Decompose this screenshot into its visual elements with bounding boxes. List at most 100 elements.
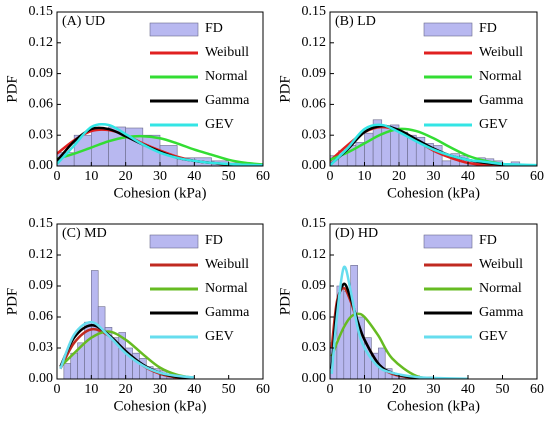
y-tick-label: 0.06 <box>29 97 54 112</box>
panel: 0 10 20 30 40 50 60 0.00 0.03 0.06 0.09 0.12 0.15 Coh… <box>4 4 270 201</box>
x-tick-label: 50 <box>496 169 510 184</box>
y-axis-label: PDF <box>4 75 20 103</box>
x-tick-label: 0 <box>327 382 334 397</box>
legend-label: Weibull <box>479 45 523 60</box>
x-tick-label: 10 <box>358 382 372 397</box>
x-tick-label: 40 <box>187 382 201 397</box>
legend-swatch <box>423 22 473 37</box>
legend-label: Gamma <box>205 93 250 108</box>
legend-label: Gamma <box>205 305 250 320</box>
histogram-bar <box>91 129 109 166</box>
x-tick-label: 50 <box>222 382 236 397</box>
y-tick-label: 0.12 <box>302 35 327 50</box>
y-tick-label: 0.12 <box>29 247 54 262</box>
legend-swatch <box>423 234 473 249</box>
legend-label: FD <box>479 233 497 248</box>
y-axis-label: PDF <box>277 75 293 103</box>
panel-label: (C) MD <box>62 226 107 241</box>
legend-label: GEV <box>479 117 508 132</box>
legend-label: FD <box>205 21 223 36</box>
y-tick-label: 0.06 <box>302 97 327 112</box>
legend-label: GEV <box>205 329 234 344</box>
x-tick-label: 40 <box>187 169 201 184</box>
y-tick-label: 0.15 <box>302 4 327 19</box>
x-tick-label: 60 <box>256 382 270 397</box>
panel-label: (D) HD <box>335 226 378 241</box>
y-tick-label: 0.15 <box>29 216 54 231</box>
x-tick-label: 40 <box>461 382 475 397</box>
x-tick-label: 20 <box>119 382 133 397</box>
y-tick-label: 0.03 <box>302 127 327 142</box>
y-tick-label: 0.00 <box>29 158 54 173</box>
histogram-bar <box>63 363 72 379</box>
histogram-bar <box>97 306 106 379</box>
y-tick-label: 0.12 <box>29 35 54 50</box>
x-tick-label: 30 <box>153 169 167 184</box>
x-axis-label: Cohesion (kPa) <box>387 185 480 201</box>
x-tick-label: 60 <box>256 169 270 184</box>
x-tick-label: 60 <box>530 382 544 397</box>
x-tick-label: 10 <box>358 169 372 184</box>
y-tick-label: 0.09 <box>29 278 54 293</box>
x-tick-label: 0 <box>54 382 61 397</box>
panel: 0 10 20 30 40 50 60 0.00 0.03 0.06 0.09 0.12 0.15 Coh… <box>277 216 544 414</box>
x-tick-label: 20 <box>119 169 133 184</box>
y-tick-label: 0.15 <box>302 216 327 231</box>
x-tick-label: 30 <box>427 169 441 184</box>
y-tick-label: 0.15 <box>29 4 54 19</box>
legend-label: Normal <box>205 281 248 296</box>
fit-curve <box>330 265 469 379</box>
legend-label: Weibull <box>205 45 249 60</box>
y-tick-label: 0.00 <box>29 371 54 386</box>
y-axis-label: PDF <box>277 288 293 316</box>
x-tick-label: 20 <box>392 169 406 184</box>
y-tick-label: 0.09 <box>302 278 327 293</box>
fit-curve <box>59 330 195 379</box>
x-tick-label: 20 <box>392 382 406 397</box>
panel: 0 10 20 30 40 50 60 0.00 0.03 0.06 0.09 0.12 0.15 Coh… <box>4 216 270 414</box>
legend-label: FD <box>479 21 497 36</box>
fit-curve <box>57 134 263 166</box>
x-tick-label: 40 <box>461 169 475 184</box>
y-tick-label: 0.09 <box>29 66 54 81</box>
histogram-bar <box>441 160 452 166</box>
x-axis-label: Cohesion (kPa) <box>114 398 207 414</box>
x-tick-label: 30 <box>427 382 441 397</box>
y-tick-label: 0.00 <box>302 371 327 386</box>
legend-label: GEV <box>205 117 234 132</box>
panel-label: (B) LD <box>335 14 376 29</box>
x-tick-label: 0 <box>54 169 61 184</box>
y-tick-label: 0.00 <box>302 158 327 173</box>
histogram-bar <box>343 290 351 379</box>
y-tick-label: 0.03 <box>29 127 54 142</box>
plot-area <box>59 270 195 379</box>
y-tick-label: 0.12 <box>302 247 327 262</box>
x-axis-label: Cohesion (kPa) <box>387 398 480 414</box>
x-tick-label: 50 <box>496 382 510 397</box>
panel: 0 10 20 30 40 50 60 0.00 0.03 0.06 0.09 0.12 0.15 Coh… <box>277 4 544 201</box>
x-tick-label: 0 <box>327 169 334 184</box>
legend-label: Normal <box>205 69 248 84</box>
legend-label: Normal <box>479 281 522 296</box>
x-axis-label: Cohesion (kPa) <box>114 185 207 201</box>
legend-swatch <box>149 234 199 249</box>
legend-label: GEV <box>479 329 508 344</box>
y-axis-label: PDF <box>4 288 20 316</box>
plot-area <box>330 265 469 379</box>
fit-curve <box>59 320 195 379</box>
y-tick-label: 0.03 <box>29 340 54 355</box>
legend-label: Gamma <box>479 305 524 320</box>
legend-label: Weibull <box>479 257 523 272</box>
legend-label: Weibull <box>205 257 249 272</box>
legend-label: FD <box>205 233 223 248</box>
x-tick-label: 60 <box>530 169 544 184</box>
histogram-bar <box>125 127 144 166</box>
x-tick-label: 10 <box>84 382 98 397</box>
legend-swatch <box>149 22 199 37</box>
legend-label: Gamma <box>479 93 524 108</box>
y-tick-label: 0.06 <box>302 309 327 324</box>
x-tick-label: 50 <box>222 169 236 184</box>
panel-label: (A) UD <box>62 14 105 29</box>
y-tick-label: 0.03 <box>302 340 327 355</box>
